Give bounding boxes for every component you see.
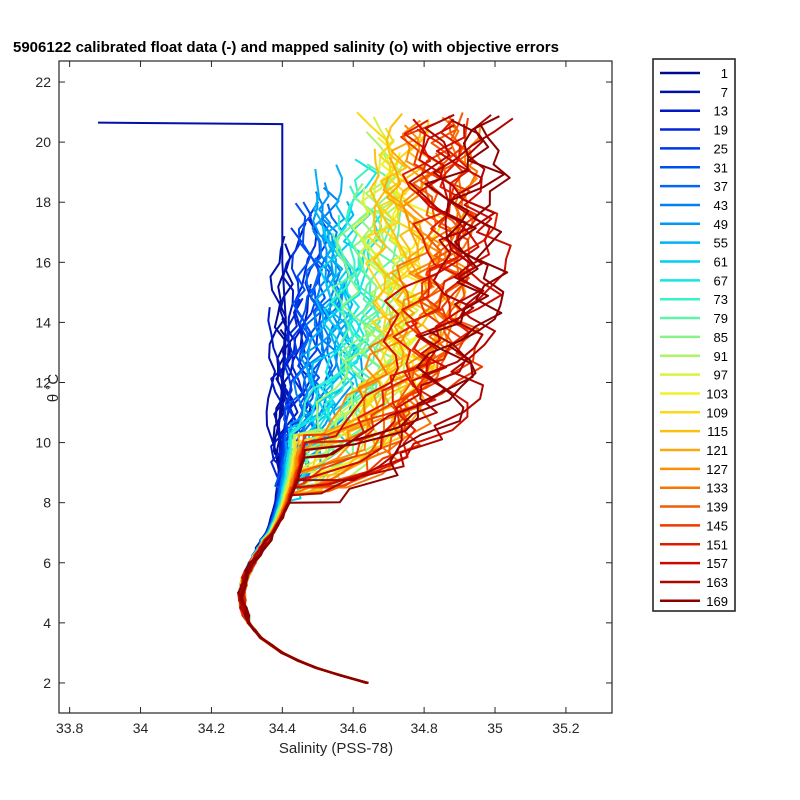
legend-label: 103 [706, 386, 728, 401]
legend-label: 1 [721, 66, 728, 81]
legend-label: 157 [706, 556, 728, 571]
legend-label: 133 [706, 481, 728, 496]
profile-lines [97, 111, 514, 684]
axes-box [58, 60, 613, 714]
legend-label: 19 [714, 123, 728, 138]
legend-label: 61 [714, 255, 728, 270]
legend-label: 31 [714, 160, 728, 175]
y-axis-title: θ ˚C [45, 374, 62, 403]
legend-label: 73 [714, 292, 728, 307]
legend-label: 151 [706, 537, 728, 552]
legend-label: 127 [706, 462, 728, 477]
x-tick-label: 35 [487, 720, 503, 736]
x-tick-label: 34.6 [340, 720, 367, 736]
plot-area: 33.8 34 34.2 34.4 34.6 34.8 35 35.2 2 4 6 8 10 12 14 1… [35, 60, 613, 736]
x-tick-label: 34.4 [269, 720, 296, 736]
y-axis: 2 4 6 8 10 12 14 16 18 20 22 [35, 74, 612, 691]
x-axis-title: Salinity (PSS-78) [279, 740, 393, 757]
x-tick-label: 34 [133, 720, 149, 736]
y-tick-label: 6 [43, 555, 51, 571]
y-tick-label: 14 [35, 314, 51, 330]
profile-line [240, 123, 511, 684]
legend-label: 79 [714, 311, 728, 326]
x-axis: 33.8 34 34.2 34.4 34.6 34.8 35 35.2 [56, 61, 580, 736]
legend-label: 145 [706, 518, 728, 533]
y-tick-label: 22 [35, 74, 51, 90]
y-tick-label: 4 [43, 615, 51, 631]
y-tick-label: 2 [43, 675, 51, 691]
profile-line [237, 124, 480, 684]
legend-label: 121 [706, 443, 728, 458]
x-tick-label: 34.8 [410, 720, 437, 736]
x-tick-label: 34.2 [198, 720, 225, 736]
legend-label: 49 [714, 217, 728, 232]
chart-title: 5906122 calibrated float data (-) and ma… [13, 39, 559, 56]
y-tick-label: 10 [35, 435, 51, 451]
legend-label: 169 [706, 594, 728, 609]
y-tick-label: 8 [43, 495, 51, 511]
profile-line [237, 119, 506, 684]
profile-line [240, 124, 442, 684]
legend-label: 109 [706, 405, 728, 420]
legend-label: 91 [714, 349, 728, 364]
legend-label: 163 [706, 575, 728, 590]
legend-label: 25 [714, 141, 728, 156]
y-tick-label: 12 [35, 374, 51, 390]
x-tick-label: 33.8 [56, 720, 83, 736]
y-tick-label: 20 [35, 134, 51, 150]
legend-label: 55 [714, 236, 728, 251]
legend-label: 67 [714, 273, 728, 288]
legend-label: 85 [714, 330, 728, 345]
profile-line-1 [97, 121, 287, 428]
legend-box [652, 58, 736, 612]
x-tick-label: 35.2 [552, 720, 579, 736]
legend-label: 115 [707, 424, 728, 439]
legend-label: 43 [714, 198, 728, 213]
legend-label: 97 [714, 368, 728, 383]
legend-label: 13 [714, 104, 728, 119]
profile-line [237, 112, 480, 684]
legend-label: 139 [706, 500, 728, 515]
y-tick-label: 16 [35, 254, 51, 270]
legend-label: 7 [721, 85, 728, 100]
legend-label: 37 [714, 179, 728, 194]
y-tick-label: 18 [35, 194, 51, 210]
legend: 1 7 13 19 25 31 37 43 49 55 61 67 73 79 85 91 97 103 109 11… [652, 58, 736, 612]
